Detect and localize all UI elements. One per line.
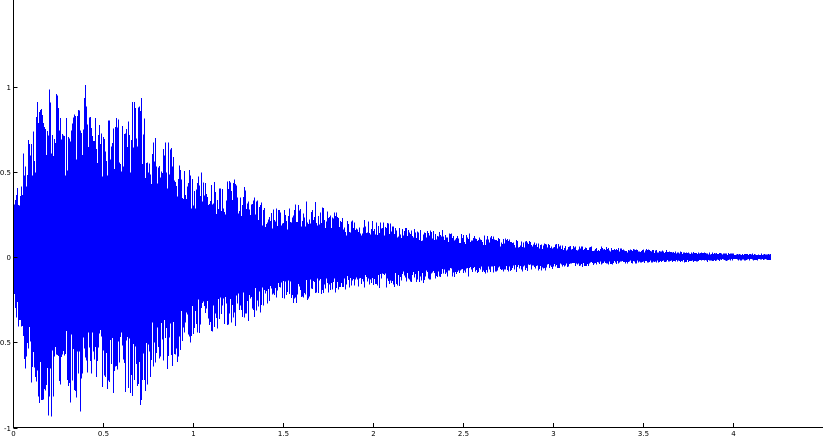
x-tick-label: 3 — [551, 430, 555, 437]
y-tick-label: 0 — [7, 254, 11, 262]
y-tick-label: 1 — [7, 84, 11, 92]
y-tick-label: 0.5 — [0, 169, 11, 177]
x-tick-label: 3.5 — [638, 430, 649, 437]
x-tick-label: 1.5 — [278, 430, 289, 437]
x-tick-label: 0.5 — [98, 430, 109, 437]
x-tick-label: 2.5 — [458, 430, 469, 437]
x-tick-label: 2 — [371, 430, 375, 437]
y-tick-label: -0.5 — [0, 339, 11, 347]
x-ticks: 0 0.5 1 1.5 2 2.5 3 3.5 4 — [11, 423, 736, 437]
y-tick-label: -1 — [4, 425, 11, 433]
y-ticks: 1 0.5 0 -0.5 -1 — [0, 84, 18, 433]
waveform-series — [14, 85, 771, 417]
axes — [13, 0, 823, 428]
x-tick-label: 0 — [11, 430, 15, 437]
x-tick-label: 1 — [191, 430, 195, 437]
x-tick-label: 4 — [731, 430, 736, 437]
